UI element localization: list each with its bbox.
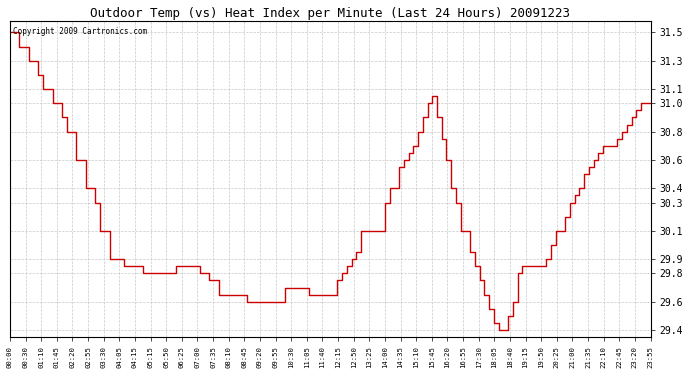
Text: Copyright 2009 Cartronics.com: Copyright 2009 Cartronics.com (13, 27, 147, 36)
Title: Outdoor Temp (vs) Heat Index per Minute (Last 24 Hours) 20091223: Outdoor Temp (vs) Heat Index per Minute … (90, 7, 570, 20)
